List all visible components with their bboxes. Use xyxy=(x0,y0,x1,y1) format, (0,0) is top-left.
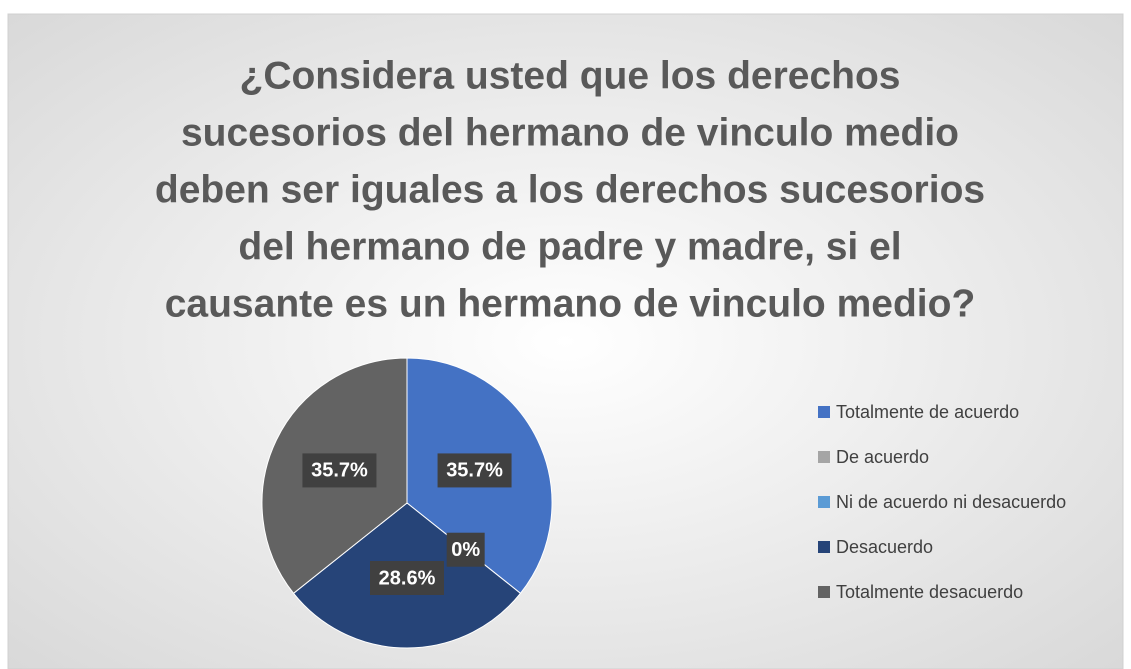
data-label: 35.7% xyxy=(311,460,368,482)
chart-title: causante es un hermano de vinculo medio? xyxy=(165,282,976,325)
data-label: 28.6% xyxy=(379,567,436,589)
legend-swatch xyxy=(818,496,830,508)
data-label-box xyxy=(437,453,512,488)
legend-label: De acuerdo xyxy=(836,447,929,467)
data-label-box xyxy=(446,532,485,567)
legend-swatch xyxy=(818,586,830,598)
chart-title: ¿Considera usted que los derechos xyxy=(240,54,901,97)
chart-title: del hermano de padre y madre, si el xyxy=(238,225,901,268)
chart-title: deben ser iguales a los derechos sucesor… xyxy=(155,168,985,211)
legend-swatch xyxy=(818,406,830,418)
legend-swatch xyxy=(818,451,830,463)
data-label-box xyxy=(370,561,444,595)
chart-area xyxy=(7,13,1124,669)
legend-swatch xyxy=(818,541,830,553)
data-label-box xyxy=(302,453,377,488)
legend-label: Ni de acuerdo ni desacuerdo xyxy=(836,492,1066,512)
data-label: 35.7% xyxy=(446,460,503,482)
legend-label: Totalmente de acuerdo xyxy=(836,402,1019,422)
chart-title: sucesorios del hermano de vinculo medio xyxy=(181,111,959,154)
data-label: 0% xyxy=(451,539,480,561)
legend-label: Totalmente desacuerdo xyxy=(836,582,1023,602)
legend-label: Desacuerdo xyxy=(836,537,933,557)
